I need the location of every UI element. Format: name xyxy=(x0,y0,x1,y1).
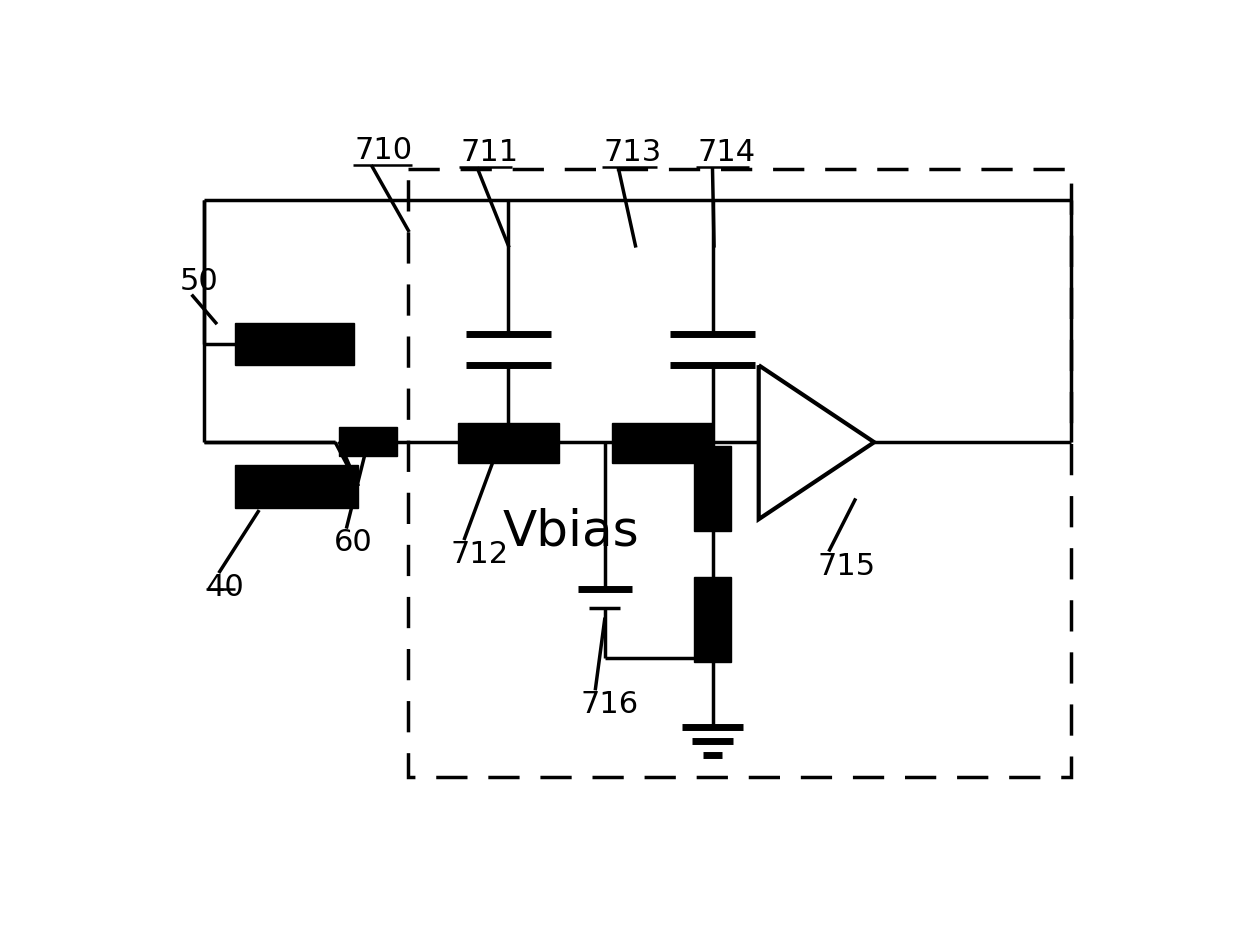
Bar xyxy=(694,577,732,662)
Bar xyxy=(236,466,358,507)
Text: 50: 50 xyxy=(180,267,218,296)
Text: 710: 710 xyxy=(355,136,413,165)
Bar xyxy=(339,427,397,457)
Bar xyxy=(613,423,713,463)
Text: 40: 40 xyxy=(206,573,244,602)
Bar xyxy=(236,323,355,365)
Text: 713: 713 xyxy=(603,138,661,168)
Bar xyxy=(694,446,732,531)
Text: 711: 711 xyxy=(461,138,518,168)
Text: 712: 712 xyxy=(450,540,508,569)
Text: 716: 716 xyxy=(580,690,639,720)
Text: 60: 60 xyxy=(334,529,372,557)
Text: 714: 714 xyxy=(697,138,755,168)
Text: Vbias: Vbias xyxy=(503,507,640,556)
Text: 715: 715 xyxy=(817,552,875,581)
Bar xyxy=(408,169,1070,777)
Bar xyxy=(459,423,558,463)
